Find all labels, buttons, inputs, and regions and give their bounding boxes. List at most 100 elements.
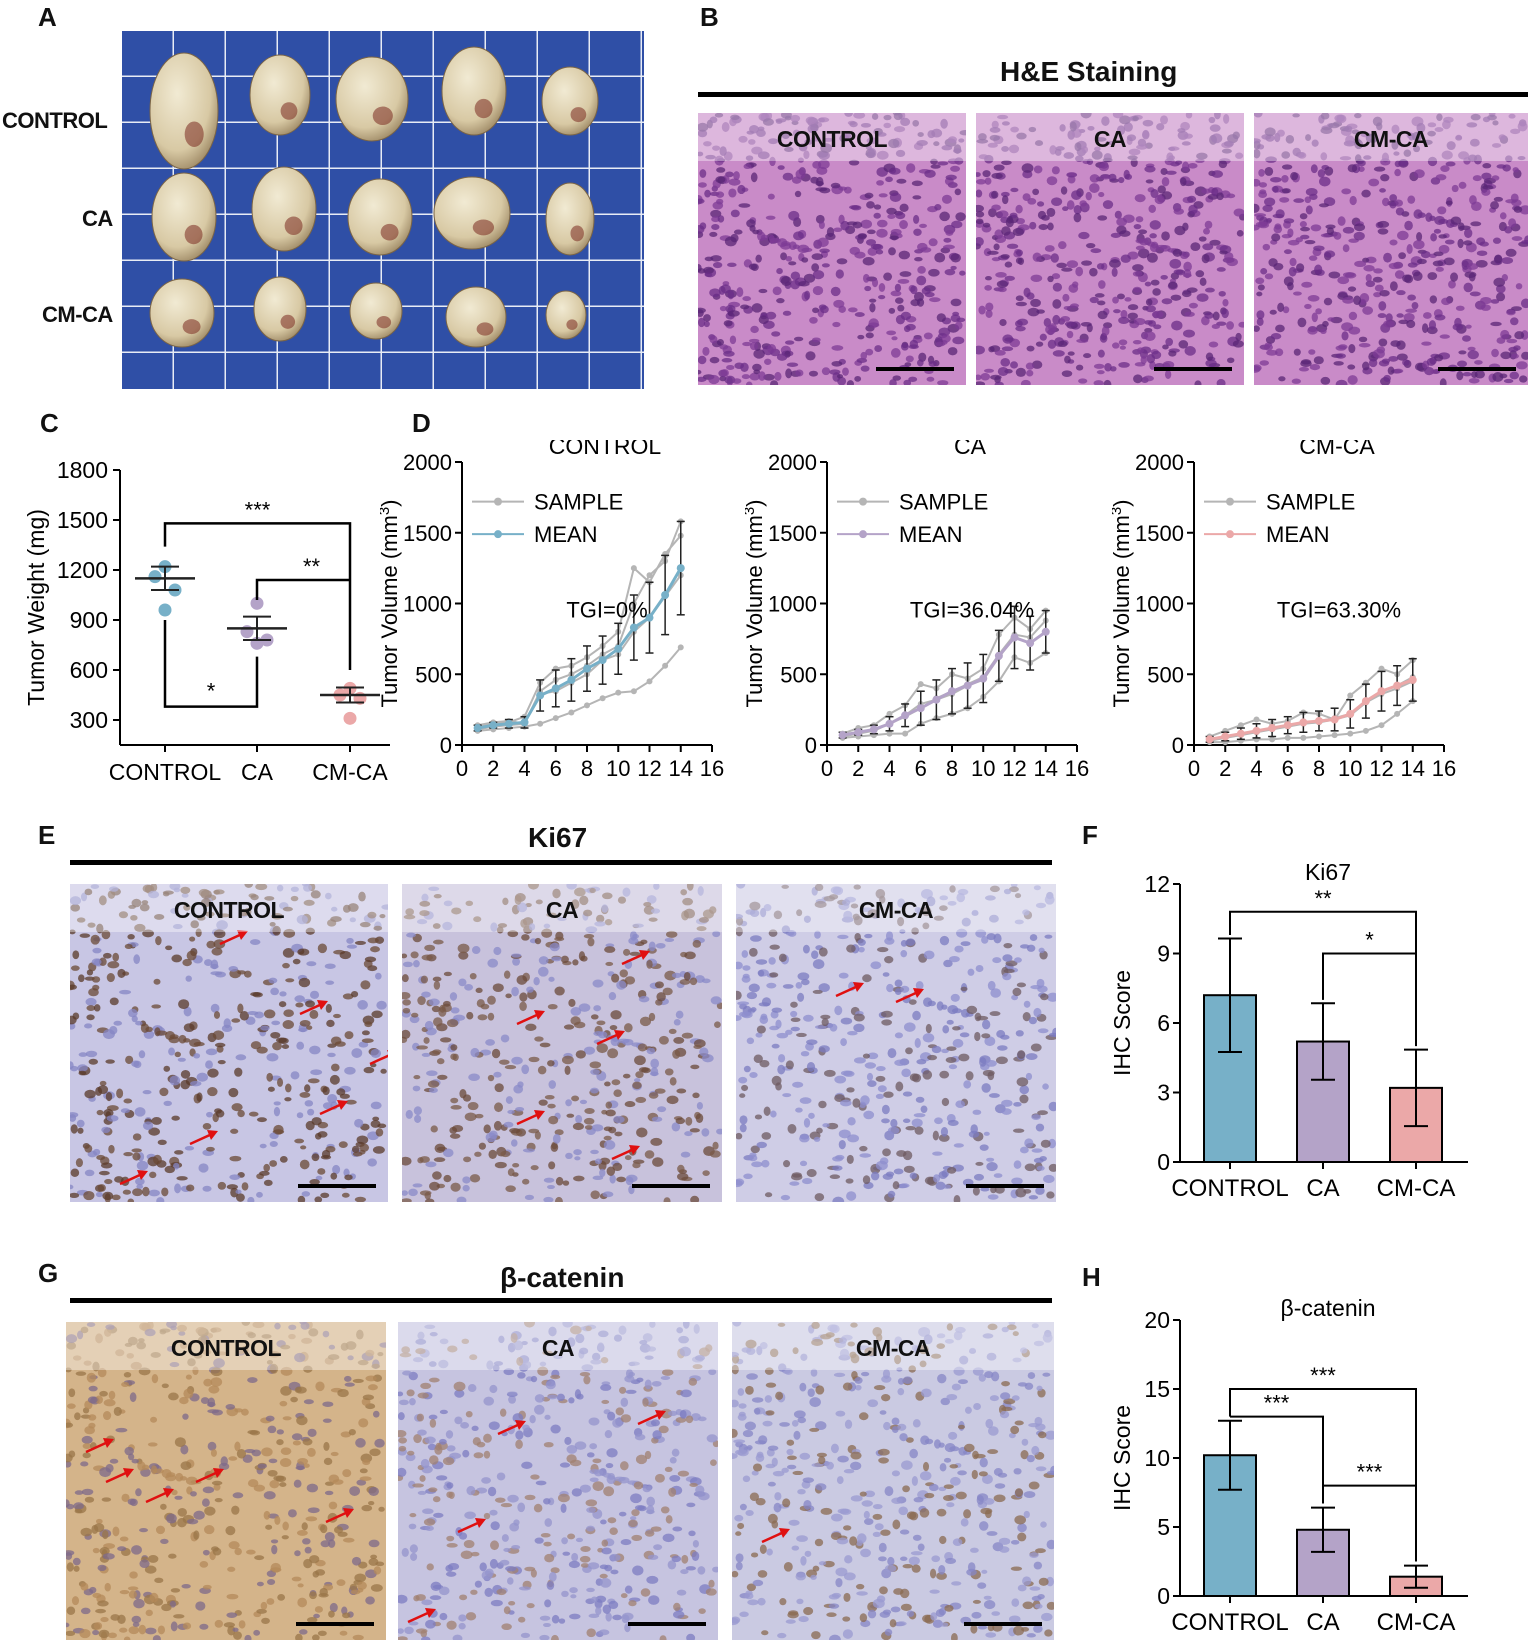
cell-nucleus [604, 946, 616, 953]
cell-nucleus [826, 1612, 837, 1617]
cell-nucleus [1089, 183, 1100, 193]
cell-nucleus [442, 1148, 454, 1158]
cell-nucleus [1285, 135, 1295, 144]
cell-nucleus [1008, 1615, 1021, 1623]
cell-nucleus [830, 1443, 839, 1454]
cell-nucleus [664, 1068, 674, 1076]
cell-nucleus [421, 1599, 433, 1606]
cell-nucleus [1038, 224, 1049, 231]
cell-nucleus [1144, 165, 1156, 173]
cell-nucleus [1393, 151, 1400, 156]
cell-nucleus [123, 1372, 132, 1378]
cell-nucleus [981, 1033, 991, 1039]
cell-nucleus [953, 1194, 961, 1202]
cell-nucleus [947, 158, 960, 165]
cell-nucleus [234, 1547, 242, 1556]
cell-nucleus [428, 1487, 438, 1493]
cell-nucleus [588, 1417, 600, 1426]
cell-nucleus [504, 1064, 517, 1070]
cell-nucleus [120, 1108, 130, 1114]
cell-nucleus [572, 1122, 585, 1131]
cell-nucleus [756, 129, 766, 137]
cell-nucleus [1270, 333, 1282, 340]
mean-point [536, 691, 545, 700]
cell-nucleus [809, 316, 818, 324]
cell-nucleus [1328, 122, 1340, 129]
cell-nucleus [1373, 291, 1382, 298]
cell-nucleus [937, 380, 949, 385]
cell-nucleus [102, 1191, 114, 1201]
cell-nucleus [975, 1161, 984, 1166]
cell-nucleus [421, 1636, 431, 1640]
cell-nucleus [723, 350, 735, 357]
y-tick-label: 1000 [1135, 592, 1184, 617]
cell-nucleus [716, 339, 725, 346]
cell-nucleus [1335, 353, 1346, 359]
cell-nucleus [887, 1126, 900, 1135]
x-tick-label: CA [1306, 1175, 1339, 1202]
cell-nucleus [208, 1385, 220, 1394]
cell-nucleus [1138, 229, 1148, 235]
cell-nucleus [895, 212, 906, 220]
cell-nucleus [364, 1021, 373, 1028]
cell-nucleus [483, 1124, 491, 1134]
cell-nucleus [464, 983, 474, 991]
cell-nucleus [493, 946, 502, 956]
cell-nucleus [165, 945, 173, 951]
cell-nucleus [608, 1600, 619, 1610]
cell-nucleus [1095, 137, 1107, 142]
cell-nucleus [801, 978, 810, 986]
cell-nucleus [796, 909, 803, 917]
cell-nucleus [70, 965, 80, 971]
cell-nucleus [1114, 210, 1122, 219]
cell-nucleus [1254, 203, 1260, 213]
cell-nucleus [109, 1458, 119, 1464]
cell-nucleus [735, 1553, 744, 1563]
cell-nucleus [1135, 245, 1145, 251]
cell-nucleus [599, 1573, 608, 1579]
cell-nucleus [848, 307, 858, 313]
cell-nucleus [888, 247, 896, 256]
cell-nucleus [867, 1080, 877, 1088]
cell-nucleus [344, 1382, 355, 1387]
cell-nucleus [729, 335, 737, 345]
cell-nucleus [374, 1438, 385, 1448]
cell-nucleus [709, 335, 718, 344]
cell-nucleus [1048, 1032, 1056, 1038]
cell-nucleus [934, 252, 946, 263]
cell-nucleus [108, 1144, 115, 1154]
cell-nucleus [721, 358, 733, 363]
cell-nucleus [1025, 1072, 1033, 1081]
cell-nucleus [633, 1078, 641, 1083]
cell-nucleus [412, 1483, 424, 1488]
cell-nucleus [282, 1416, 292, 1421]
cell-nucleus [832, 886, 844, 896]
cell-nucleus [465, 900, 474, 906]
cell-nucleus [671, 1448, 680, 1457]
cell-nucleus [1254, 325, 1260, 332]
cell-nucleus [1013, 1101, 1022, 1107]
cell-nucleus [721, 122, 730, 133]
cell-nucleus [142, 929, 154, 938]
cell-nucleus [1061, 267, 1073, 272]
cell-nucleus [693, 1044, 702, 1050]
cell-nucleus [1080, 113, 1092, 119]
cell-nucleus [1003, 942, 1013, 949]
cell-nucleus [575, 1333, 585, 1344]
cell-nucleus [1013, 1468, 1022, 1475]
cell-nucleus [678, 1335, 690, 1344]
cell-nucleus [328, 1539, 336, 1548]
cell-nucleus [546, 912, 557, 918]
cell-nucleus [605, 1109, 616, 1117]
cell-nucleus [70, 1061, 74, 1070]
cell-nucleus [664, 970, 677, 981]
cell-nucleus [854, 312, 865, 318]
cell-nucleus [517, 1502, 526, 1513]
cell-nucleus [1501, 274, 1508, 282]
cell-nucleus [589, 1443, 598, 1450]
cell-nucleus [173, 1162, 180, 1170]
cell-nucleus [1446, 141, 1456, 151]
cell-nucleus [319, 1587, 328, 1597]
cell-nucleus [138, 1624, 147, 1635]
cell-nucleus [218, 1462, 230, 1471]
